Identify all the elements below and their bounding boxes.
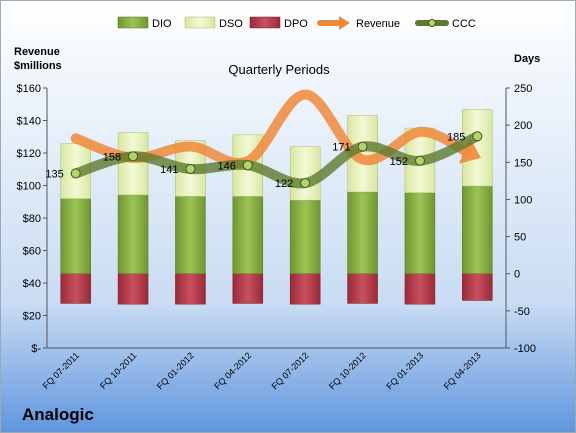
- left-tick-label: $60: [23, 246, 41, 258]
- legend-revenue-arrowhead: [339, 16, 350, 30]
- ccc-point: [242, 160, 253, 171]
- company-name: Analogic: [22, 405, 94, 424]
- dso-bar: [289, 146, 321, 201]
- legend-label-ccc: CCC: [452, 18, 476, 30]
- right-tick-label: 200: [514, 120, 532, 132]
- ccc-point: [357, 141, 368, 152]
- ccc-line: [70, 131, 483, 189]
- chart-title: Quarterly Periods: [228, 62, 330, 77]
- dpo-bar: [404, 273, 436, 305]
- ccc-point: [414, 155, 425, 166]
- ccc-data-label: 135: [45, 168, 63, 180]
- ccc-point: [185, 163, 196, 174]
- dio-bar: [462, 185, 493, 274]
- legend-swatch-dio: [117, 16, 149, 29]
- ccc-data-label: 185: [447, 131, 465, 143]
- legend-swatch-dso: [184, 16, 216, 29]
- left-tick-label: $-: [31, 343, 41, 355]
- left-axis-label-line1: Revenue: [14, 46, 60, 58]
- left-tick-label: $80: [23, 213, 41, 225]
- dio-bar: [60, 198, 91, 274]
- dpo-bar: [117, 273, 149, 305]
- left-tick-label: $100: [17, 181, 41, 193]
- dpo-bar: [462, 273, 493, 301]
- legend-ccc-marker: [428, 19, 436, 27]
- legend: DIO DSO DPO Revenue CCC: [117, 16, 476, 30]
- left-tick-label: $140: [17, 116, 41, 128]
- right-tick-label: 0: [514, 269, 520, 281]
- dio-bar: [289, 199, 321, 274]
- revenue-arrowhead: [458, 137, 481, 164]
- left-axis-ticks: $- $20 $40 $60 $80 $100 $120 $140 $160: [17, 83, 47, 355]
- dio-bar: [404, 192, 436, 274]
- dio-bar: [347, 191, 378, 274]
- right-tick-label: 150: [514, 157, 532, 169]
- right-tick-label: -50: [514, 306, 530, 318]
- dio-bar: [232, 196, 264, 274]
- legend-label-revenue: Revenue: [356, 18, 400, 30]
- ccc-point: [70, 168, 81, 179]
- lines: 135 158 141 146 122 171 152 185: [45, 89, 483, 190]
- ccc-point: [128, 151, 139, 162]
- legend-label-dpo: DPO: [284, 18, 308, 30]
- dpo-bar: [232, 273, 264, 304]
- dpo-bar: [175, 273, 206, 305]
- dpo-bar: [60, 273, 91, 304]
- right-tick-label: 250: [514, 83, 532, 95]
- left-tick-label: $160: [17, 83, 41, 95]
- ccc-data-label: 158: [103, 151, 121, 163]
- legend-label-dso: DSO: [219, 18, 243, 30]
- legend-swatch-dpo: [249, 16, 281, 29]
- right-axis-ticks: -100 -50 0 50 100 150 200 250: [506, 83, 536, 355]
- right-tick-label: -100: [514, 343, 536, 355]
- dpo-bar: [347, 273, 378, 304]
- dpo-bar: [289, 273, 321, 305]
- left-axis-label-line2: $millions: [14, 60, 62, 72]
- right-tick-label: 50: [514, 232, 526, 244]
- ccc-point: [472, 131, 483, 142]
- dio-bar: [117, 194, 149, 274]
- legend-label-dio: DIO: [152, 18, 172, 30]
- ccc-data-label: 141: [160, 164, 178, 176]
- dso-bar: [117, 132, 149, 196]
- ccc-data-label: 122: [275, 178, 293, 190]
- ccc-data-label: 146: [217, 160, 235, 172]
- left-tick-label: $40: [23, 278, 41, 290]
- left-tick-label: $120: [17, 148, 41, 160]
- dio-bar: [175, 196, 206, 274]
- ccc-data-label: 171: [332, 142, 350, 154]
- ccc-data-label: 152: [390, 156, 408, 168]
- right-tick-label: 100: [514, 194, 532, 206]
- right-axis-label: Days: [514, 53, 540, 65]
- left-tick-label: $20: [23, 311, 41, 323]
- ccc-point: [300, 178, 311, 189]
